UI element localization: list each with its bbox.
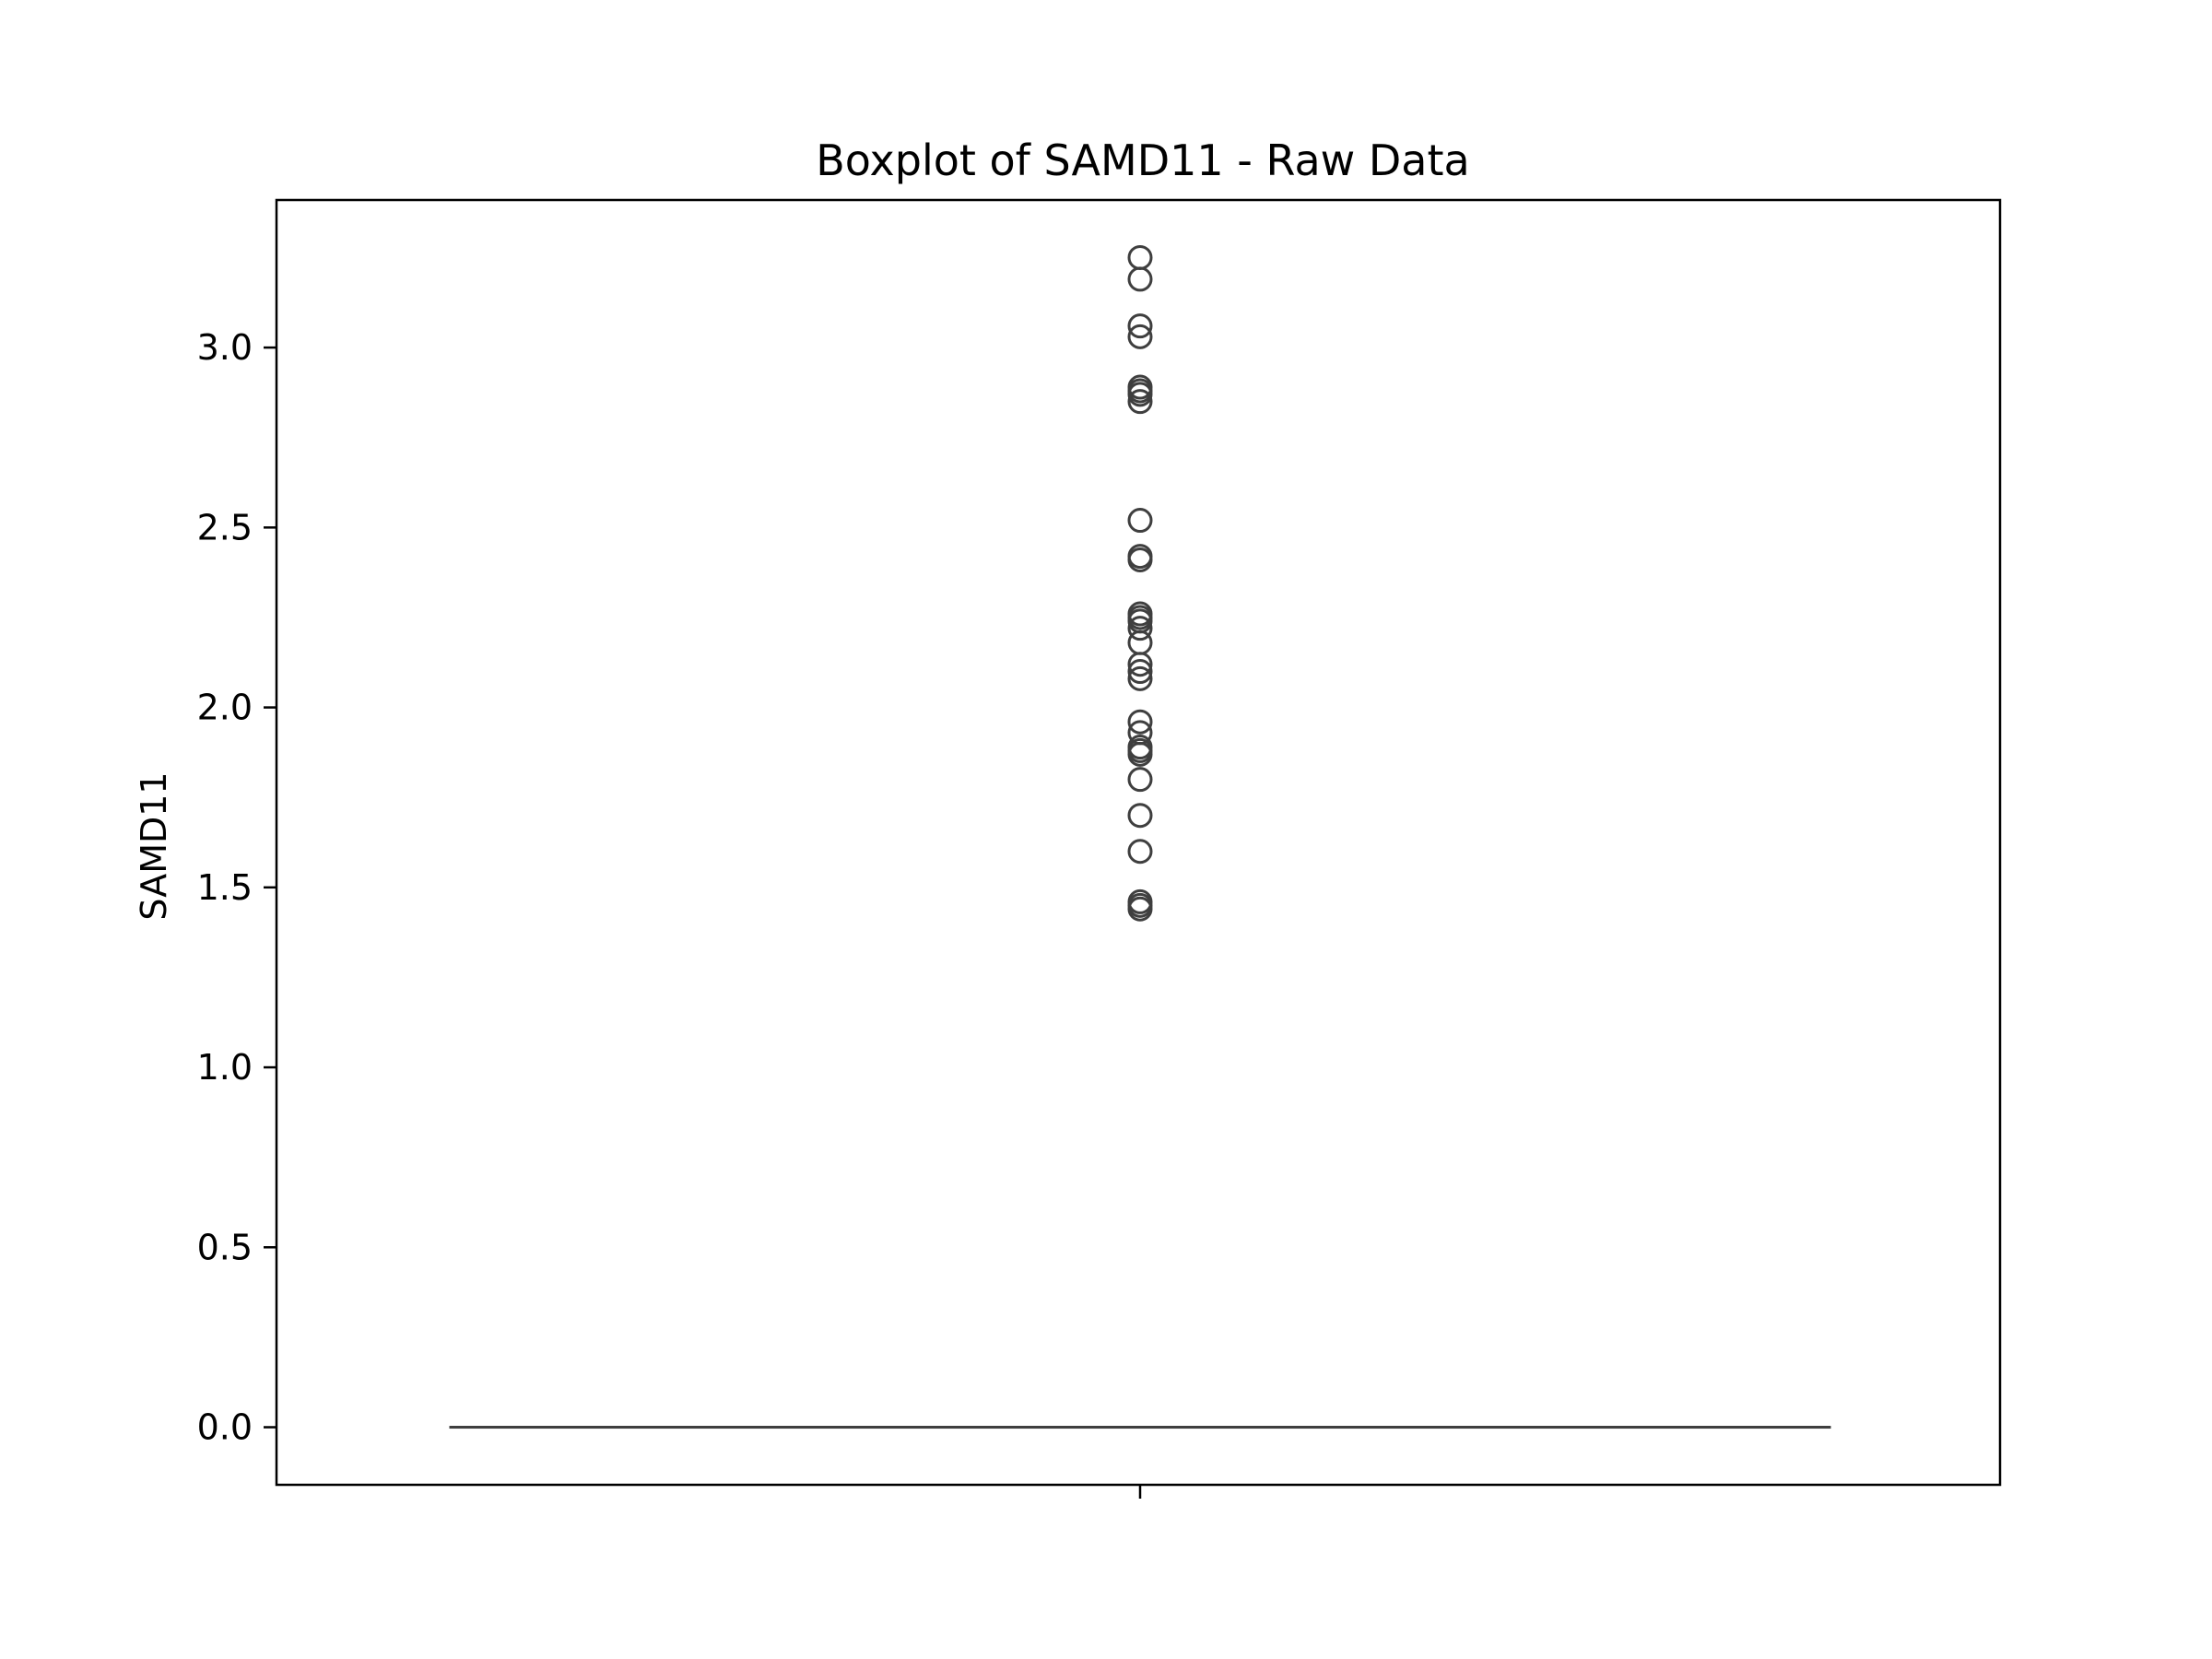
y-tick-label: 0.0 xyxy=(197,1407,253,1448)
outlier-point xyxy=(1127,652,1153,677)
y-axis-label: SAMD11 xyxy=(134,771,174,920)
chart-title: Boxplot of SAMD11 - Raw Data xyxy=(816,135,1469,185)
y-tick-label: 2.0 xyxy=(197,688,253,728)
outlier-point xyxy=(1127,547,1153,572)
outlier-point xyxy=(1127,616,1153,641)
outlier-point xyxy=(1127,508,1153,534)
outlier-point xyxy=(1127,896,1153,922)
y-tick-label: 3.0 xyxy=(197,327,253,368)
outlier-point xyxy=(1127,665,1153,691)
y-tick-label: 0.5 xyxy=(197,1227,253,1267)
outlier-point xyxy=(1127,709,1153,735)
outlier-point xyxy=(1127,313,1153,339)
plot-area: 0.0 0.5 1.0 1.5 2.0 2.5 3.0 xyxy=(197,198,2002,1499)
y-axis-ticks: 0.0 0.5 1.0 1.5 2.0 2.5 3.0 xyxy=(197,327,276,1448)
outlier-point xyxy=(1127,741,1153,767)
y-tick-label: 1.5 xyxy=(197,867,253,908)
outlier-point xyxy=(1127,839,1153,865)
outlier-point xyxy=(1127,324,1153,349)
axes-frame xyxy=(275,198,2002,1487)
outlier-point xyxy=(1127,803,1153,829)
outlier-point xyxy=(1127,659,1153,685)
y-tick-label: 2.5 xyxy=(197,507,253,547)
outlier-point xyxy=(1127,389,1153,415)
outlier-point xyxy=(1127,767,1153,793)
outlier-points xyxy=(1127,244,1153,922)
outlier-point xyxy=(1127,266,1153,292)
outlier-point xyxy=(1127,382,1153,407)
y-tick-label: 1.0 xyxy=(197,1047,253,1088)
